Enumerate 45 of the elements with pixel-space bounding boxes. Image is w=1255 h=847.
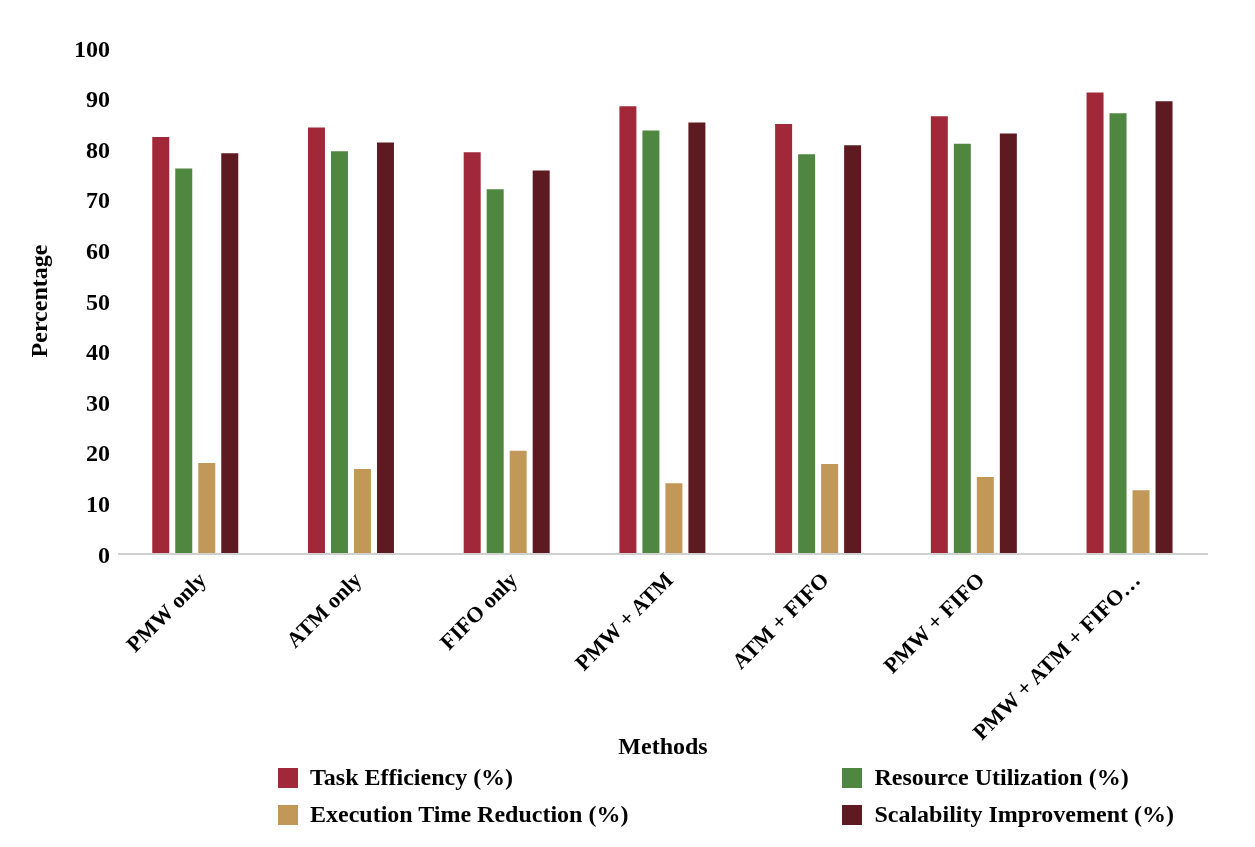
bar <box>844 145 862 554</box>
y-tick-label: 30 <box>86 389 110 416</box>
bar <box>798 154 816 554</box>
bar <box>999 133 1017 554</box>
bar <box>821 463 839 554</box>
bar <box>1132 490 1150 554</box>
bar <box>1086 92 1104 554</box>
bar <box>221 153 239 554</box>
bar <box>953 143 971 554</box>
bar <box>175 168 193 554</box>
bar <box>642 130 660 554</box>
legend-label: Execution Time Reduction (%) <box>310 801 629 828</box>
bar <box>532 170 550 554</box>
bar <box>509 450 527 554</box>
bar <box>198 462 216 554</box>
bar <box>619 106 637 554</box>
legend-label: Scalability Improvement (%) <box>874 801 1174 828</box>
bar <box>1155 101 1173 554</box>
y-tick-label: 70 <box>86 187 110 214</box>
y-tick-label: 0 <box>98 541 110 568</box>
bar <box>463 152 481 554</box>
legend-label: Resource Utilization (%) <box>874 764 1129 791</box>
bar <box>930 116 948 554</box>
bar <box>353 468 371 554</box>
y-tick-label: 50 <box>86 288 110 315</box>
y-tick-label: 90 <box>86 86 110 113</box>
y-tick-label: 40 <box>86 339 110 366</box>
bar <box>976 477 994 554</box>
y-tick-label: 60 <box>86 237 110 264</box>
y-axis-title: Percentage <box>25 244 52 358</box>
bar <box>688 122 706 554</box>
bar <box>307 127 325 554</box>
y-tick-label: 100 <box>74 35 110 62</box>
bar <box>775 123 793 554</box>
bar <box>152 137 170 554</box>
bar <box>486 189 504 554</box>
y-tick-label: 20 <box>86 440 110 467</box>
legend-label: Task Efficiency (%) <box>310 764 514 791</box>
bar <box>1109 113 1127 554</box>
y-tick-label: 80 <box>86 136 110 163</box>
bar <box>330 151 348 554</box>
bar <box>665 483 683 554</box>
x-axis-title: Methods <box>618 733 708 759</box>
y-tick-label: 10 <box>86 490 110 517</box>
bar <box>376 142 394 554</box>
